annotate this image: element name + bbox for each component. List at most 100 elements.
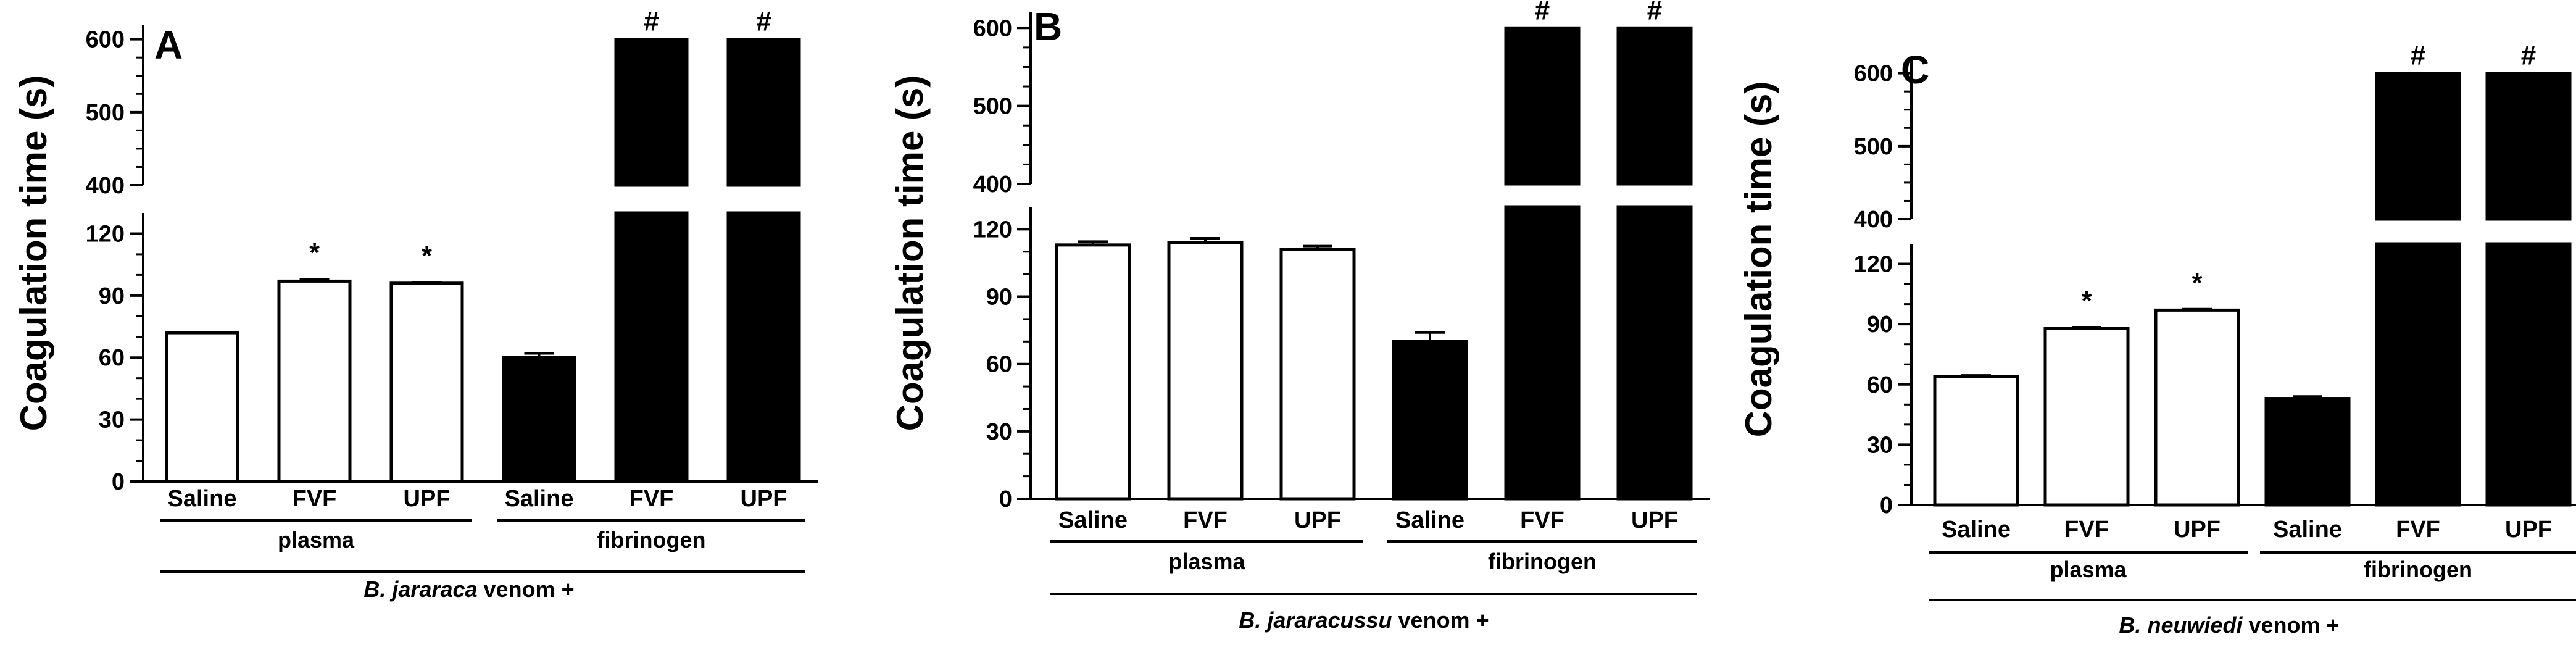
panel-label: B (1034, 4, 1062, 49)
group-label: plasma (2050, 557, 2127, 582)
y-tick-label: 120 (1854, 252, 1893, 278)
group-label: plasma (1168, 549, 1245, 574)
caption-species: B. jararacussu (1239, 607, 1392, 633)
x-tick-label: FVF (1520, 507, 1564, 533)
bar (1392, 340, 1468, 501)
y-tick-label: 600 (1854, 61, 1893, 87)
y-tick-label: 60 (986, 352, 1012, 378)
bar (389, 281, 464, 483)
caption-rest: venom + (478, 577, 575, 602)
bar (277, 279, 352, 483)
y-tick-label: 90 (1867, 312, 1893, 338)
caption-rest: venom + (1392, 607, 1489, 633)
caption-species: B. neuwiedi (2119, 612, 2243, 638)
y-tick-label: 120 (973, 217, 1012, 243)
panel-b: 0 30 60 90 120 400 500 600 Coagulation time (s) B… (889, 0, 1710, 633)
bar (614, 211, 689, 483)
significance-mark: * (309, 238, 320, 268)
bar (2375, 242, 2461, 507)
y-tick-label: 500 (1854, 134, 1893, 160)
y-tick-label: 60 (1867, 372, 1893, 398)
x-tick-label: UPF (1631, 507, 1678, 533)
y-tick-label: 90 (986, 285, 1012, 310)
x-tick-label: FVF (629, 486, 674, 512)
significance-mark: * (2081, 286, 2092, 316)
y-tick-label: 400 (1854, 207, 1893, 233)
bar-upper (1616, 26, 1693, 186)
bar-upper (2485, 72, 2572, 221)
bar (1504, 205, 1581, 501)
bar (1279, 248, 1356, 501)
panel-label: C (1901, 48, 1929, 92)
bar (2485, 242, 2572, 507)
caption-rest: venom + (2242, 612, 2339, 638)
x-tick-label: FVF (2064, 517, 2109, 543)
significance-mark: * (2192, 268, 2203, 298)
bar (1055, 243, 1131, 501)
x-tick-label: UPF (2174, 517, 2221, 543)
bar (1933, 375, 2019, 507)
x-tick-label: Saline (1395, 507, 1465, 533)
panel-c: 0 30 60 90 120 400 500 600 Coagulation time (s) C… (1738, 41, 2576, 638)
x-tick-label: Saline (1942, 517, 2011, 543)
y-tick-label: 500 (86, 100, 125, 126)
y-axis-label: Coagulation time (s) (889, 75, 931, 431)
x-tick-label: UPF (741, 486, 787, 512)
significance-mark: # (756, 7, 771, 37)
y-tick-label: 30 (986, 419, 1012, 445)
y-tick-label: 60 (99, 345, 125, 371)
panel-a: 0 30 60 90 120 400 500 600 Coagulation time (s) A… (13, 7, 818, 602)
x-tick-label: UPF (2505, 517, 2552, 543)
bar (2264, 397, 2351, 507)
panel-label: A (154, 23, 183, 67)
x-tick-label: FVF (1183, 507, 1228, 533)
significance-mark: # (644, 7, 659, 37)
caption-species: B. jararaca (364, 577, 477, 602)
bar (2154, 308, 2240, 507)
group-label: plasma (278, 527, 355, 552)
bar-upper (1504, 26, 1581, 186)
y-tick-label: 500 (973, 94, 1012, 120)
x-tick-label: UPF (404, 486, 451, 512)
bar (726, 211, 801, 483)
y-tick-label: 30 (1867, 432, 1893, 458)
y-axis-label: Coagulation time (s) (13, 75, 54, 431)
x-tick-label: FVF (293, 486, 337, 512)
y-axis-label: Coagulation time (s) (1738, 81, 1779, 438)
bar-upper (2375, 72, 2461, 221)
y-tick-label: 600 (973, 15, 1012, 41)
y-tick-label: 0 (1880, 493, 1893, 519)
significance-mark: * (422, 241, 433, 271)
y-tick-label: 30 (99, 407, 125, 433)
y-tick-label: 400 (86, 173, 125, 199)
x-tick-label: UPF (1294, 507, 1341, 533)
group-label: fibrinogen (1488, 549, 1597, 574)
y-tick-label: 0 (999, 486, 1012, 512)
bar (502, 356, 576, 483)
bar (2043, 327, 2130, 507)
group-label: fibrinogen (2364, 557, 2472, 582)
caption: B. neuwiedi venom + (2119, 612, 2339, 638)
y-tick-label: 0 (112, 469, 125, 495)
x-tick-label: Saline (505, 486, 574, 512)
significance-mark: # (2411, 41, 2425, 71)
bar-upper (614, 38, 689, 187)
bar (165, 331, 239, 483)
x-tick-label: FVF (2396, 517, 2440, 543)
group-label: fibrinogen (597, 527, 706, 552)
y-tick-label: 90 (99, 283, 125, 309)
caption: B. jararacussu venom + (1239, 607, 1489, 633)
y-tick-label: 120 (86, 221, 125, 247)
bar (1616, 205, 1693, 501)
x-tick-label: Saline (1058, 507, 1128, 533)
x-tick-label: Saline (168, 486, 237, 512)
bar (1167, 241, 1244, 501)
x-tick-label: Saline (2273, 517, 2342, 543)
significance-mark: # (1647, 0, 1662, 25)
y-tick-label: 400 (973, 172, 1012, 198)
caption: B. jararaca venom + (364, 577, 574, 602)
significance-mark: # (1535, 0, 1550, 25)
significance-mark: # (2521, 41, 2536, 71)
y-tick-label: 600 (86, 27, 125, 53)
